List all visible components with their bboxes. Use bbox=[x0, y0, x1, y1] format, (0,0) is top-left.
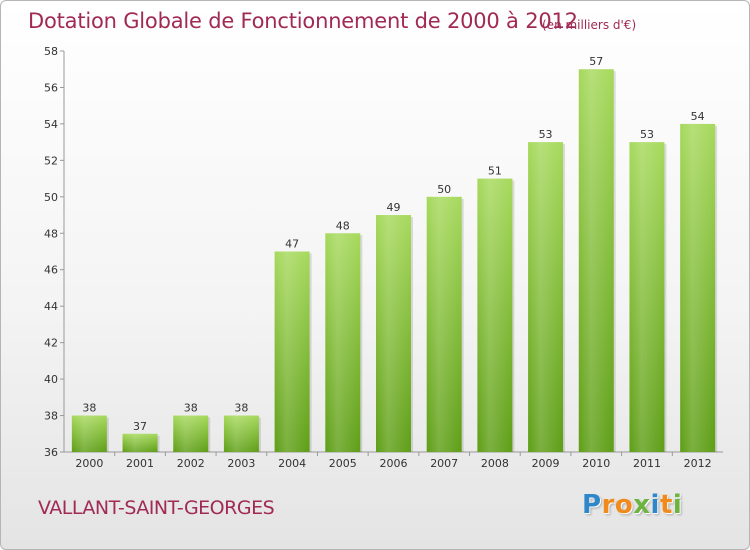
bar-highlight bbox=[122, 433, 158, 452]
value-label-2007: 50 bbox=[437, 183, 451, 196]
y-tick-label: 58 bbox=[44, 45, 58, 58]
logo-letter: t bbox=[659, 490, 673, 520]
y-tick-label: 36 bbox=[44, 446, 58, 459]
x-tick-label: 2010 bbox=[582, 457, 610, 470]
value-label-2009: 53 bbox=[539, 128, 553, 141]
proxiti-logo: Proxiti bbox=[582, 490, 682, 520]
value-label-2011: 53 bbox=[640, 128, 654, 141]
bars bbox=[71, 69, 718, 453]
value-label-2004: 47 bbox=[285, 238, 299, 251]
x-tick-label: 2004 bbox=[278, 457, 306, 470]
value-label-2001: 37 bbox=[133, 420, 147, 433]
bar-highlight bbox=[578, 69, 614, 453]
bar-highlight bbox=[71, 415, 107, 452]
logo-letter: x bbox=[633, 490, 651, 520]
x-tick-label: 2002 bbox=[177, 457, 205, 470]
x-tick-label: 2008 bbox=[481, 457, 509, 470]
y-tick-label: 42 bbox=[44, 337, 58, 350]
y-tick-label: 44 bbox=[44, 300, 58, 313]
x-tick-label: 2000 bbox=[75, 457, 103, 470]
x-tick-label: 2003 bbox=[227, 457, 255, 470]
x-tick-label: 2012 bbox=[684, 457, 712, 470]
y-tick-label: 46 bbox=[44, 264, 58, 277]
value-label-2005: 48 bbox=[336, 219, 350, 232]
y-tick-label: 56 bbox=[44, 81, 58, 94]
logo-letter: i bbox=[672, 490, 683, 520]
bar-highlight bbox=[223, 415, 259, 452]
value-labels: 38 37 38 38 47 48 49 50 51 53 57 53 54 bbox=[82, 55, 704, 433]
bar-highlight bbox=[376, 215, 411, 452]
value-label-2012: 54 bbox=[691, 110, 705, 123]
value-label-2003: 38 bbox=[234, 402, 248, 415]
commune-name: VALLANT-SAINT-GEORGES bbox=[38, 497, 275, 519]
bar-highlight bbox=[528, 142, 564, 453]
x-tick-label: 2009 bbox=[532, 457, 560, 470]
bar-highlight bbox=[274, 251, 310, 452]
axes: 36 38 40 42 44 46 48 50 52 54 56 58 2000 2001 2002 2003… bbox=[44, 45, 723, 470]
unit-note: (en milliers d'€) bbox=[542, 18, 637, 32]
x-tick-label: 2006 bbox=[380, 457, 408, 470]
logo-letter: i bbox=[650, 490, 660, 520]
bar-highlight bbox=[426, 196, 462, 452]
chart-title: Dotation Globale de Fonctionnement de 20… bbox=[28, 9, 578, 33]
value-label-2008: 51 bbox=[488, 165, 502, 178]
x-tick-label: 2011 bbox=[633, 457, 661, 470]
bar-highlight bbox=[629, 142, 665, 453]
logo-letter: P bbox=[582, 490, 602, 520]
x-tick-label: 2007 bbox=[430, 457, 458, 470]
y-tick-label: 48 bbox=[44, 227, 58, 240]
y-tick-label: 50 bbox=[44, 191, 58, 204]
bar-highlight bbox=[325, 233, 361, 452]
y-tick-label: 38 bbox=[44, 410, 58, 423]
bar-highlight bbox=[477, 178, 513, 452]
x-tick-label: 2005 bbox=[329, 457, 357, 470]
value-label-2010: 57 bbox=[589, 55, 603, 68]
value-label-2000: 38 bbox=[82, 402, 96, 415]
y-tick-label: 40 bbox=[44, 373, 58, 386]
value-label-2002: 38 bbox=[184, 402, 198, 415]
bar-highlight bbox=[173, 415, 209, 452]
logo-letter: r bbox=[601, 490, 615, 520]
logo-letter: o bbox=[614, 490, 634, 520]
value-label-2006: 49 bbox=[387, 201, 401, 214]
x-tick-label: 2001 bbox=[126, 457, 154, 470]
y-tick-label: 54 bbox=[44, 118, 58, 131]
y-tick-label: 52 bbox=[44, 154, 58, 167]
bar-highlight bbox=[680, 123, 716, 452]
